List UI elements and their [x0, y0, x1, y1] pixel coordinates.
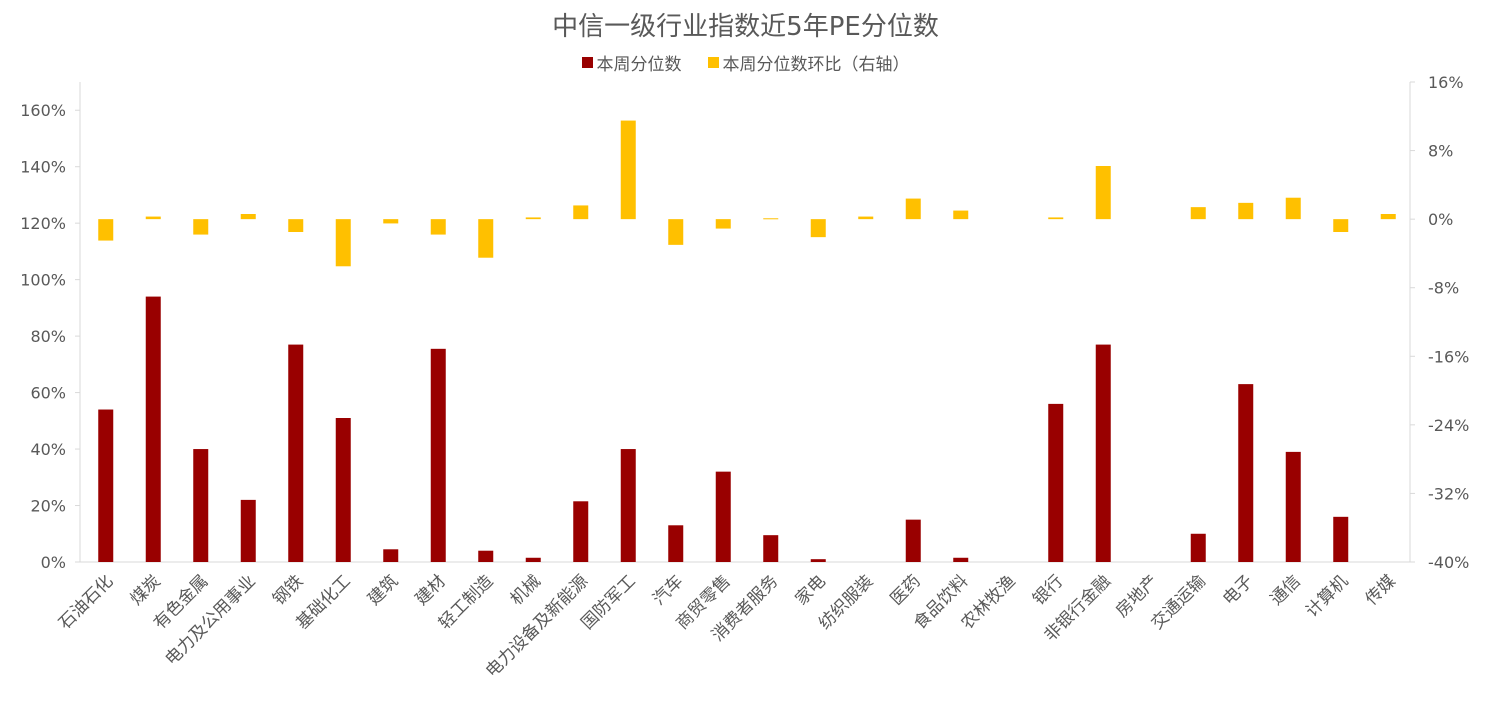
bar-percentile: [573, 501, 589, 562]
bar-change: [430, 219, 446, 235]
legend-item-change: 本周分位数环比（右轴）: [707, 50, 910, 75]
x-tick-label: 煤炭: [127, 571, 165, 609]
x-tick-label: 汽车: [649, 571, 687, 609]
bar-percentile: [335, 418, 351, 562]
bar-change: [145, 216, 161, 220]
bar-change: [953, 210, 969, 220]
bar-percentile: [953, 557, 969, 562]
bar-change: [620, 120, 636, 220]
x-tick-label: 银行: [1029, 571, 1067, 609]
bar-percentile: [1095, 344, 1111, 562]
bar-percentile: [763, 535, 779, 562]
y-tick-label: 0%: [41, 553, 66, 572]
bar-change: [905, 198, 921, 220]
bar-change: [1333, 219, 1349, 232]
bar-percentile: [383, 549, 399, 562]
bar-change: [1095, 166, 1111, 220]
bar-percentile: [1285, 451, 1301, 562]
bar-change: [525, 217, 541, 220]
bar-change: [240, 214, 256, 220]
bar-change: [1190, 207, 1206, 220]
y2-tick-label: -32%: [1428, 484, 1469, 503]
bar-change: [193, 219, 209, 235]
legend-label-percentile: 本周分位数: [596, 55, 682, 75]
y-tick-label: 120%: [20, 214, 66, 233]
bar-percentile: [193, 449, 209, 562]
bar-percentile: [1190, 533, 1206, 562]
x-tick-label: 家电: [792, 571, 830, 609]
y2-tick-label: 16%: [1428, 73, 1464, 92]
x-tick-label: 石油石化: [55, 571, 117, 633]
y2-tick-label: -16%: [1428, 347, 1469, 366]
y2-tick-label: -40%: [1428, 553, 1469, 572]
bar-change: [573, 205, 589, 220]
bar-change: [668, 219, 684, 245]
x-tick-label: 传媒: [1362, 571, 1400, 609]
y2-tick-label: 0%: [1428, 210, 1453, 229]
chart-title: 中信一级行业指数近5年PE分位数: [552, 12, 939, 42]
bar-percentile: [525, 557, 541, 562]
x-tick-label: 建筑: [364, 571, 402, 609]
chart-legend: 本周分位数 本周分位数环比（右轴）: [0, 50, 1491, 75]
bar-change: [810, 219, 826, 238]
bar-change: [383, 219, 399, 224]
y-tick-label: 40%: [30, 440, 66, 459]
legend-swatch-percentile: [581, 57, 593, 68]
x-tick-label: 机械: [507, 571, 545, 609]
legend-swatch-change: [707, 57, 719, 68]
y-tick-label: 160%: [20, 101, 66, 120]
bar-change: [858, 216, 874, 220]
legend-label-change: 本周分位数环比（右轴）: [722, 55, 910, 75]
x-tick-label: 电子: [1219, 571, 1257, 609]
x-tick-label: 建材: [412, 571, 450, 609]
y2-tick-label: -24%: [1428, 416, 1469, 435]
bar-change: [98, 219, 114, 241]
bar-percentile: [668, 525, 684, 562]
bar-change: [288, 219, 304, 232]
bar-percentile: [810, 559, 826, 562]
y-tick-label: 140%: [20, 158, 66, 177]
y-tick-label: 100%: [20, 271, 66, 290]
y-tick-label: 60%: [30, 384, 66, 403]
bar-percentile: [1238, 384, 1254, 562]
bar-percentile: [288, 344, 304, 562]
x-tick-label: 钢铁: [269, 571, 307, 609]
bar-percentile: [145, 296, 161, 562]
y2-tick-label: -8%: [1428, 279, 1459, 298]
y2-tick-label: 8%: [1428, 142, 1453, 161]
bar-change: [1048, 217, 1064, 220]
bar-percentile: [240, 499, 256, 562]
bar-change: [1238, 202, 1254, 220]
legend-item-percentile: 本周分位数: [581, 50, 682, 75]
bar-change: [715, 219, 731, 229]
bar-change: [478, 219, 494, 258]
bar-percentile: [620, 449, 636, 562]
y-tick-label: 20%: [30, 497, 66, 516]
bar-percentile: [1048, 403, 1064, 562]
bar-percentile: [98, 409, 114, 562]
bar-change: [1380, 214, 1396, 220]
bar-percentile: [905, 519, 921, 562]
bar-percentile: [1333, 516, 1349, 562]
x-tick-label: 医药: [887, 571, 925, 609]
bar-percentile: [478, 550, 494, 562]
bar-change: [335, 219, 351, 267]
bar-change: [763, 218, 779, 220]
bar-percentile: [430, 348, 446, 562]
x-tick-label: 计算机: [1302, 571, 1352, 621]
bar-percentile: [715, 471, 731, 562]
bar-change: [1285, 197, 1301, 220]
y-tick-label: 80%: [30, 327, 66, 346]
x-tick-label: 通信: [1267, 571, 1305, 609]
